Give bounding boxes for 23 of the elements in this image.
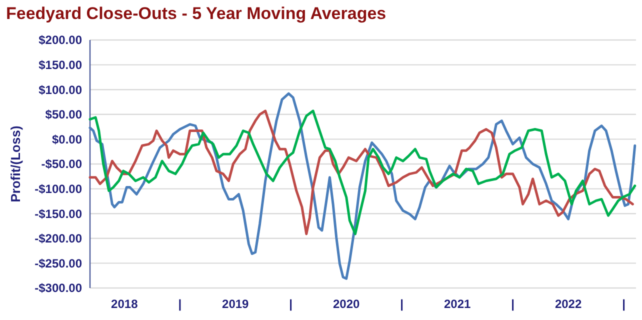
x-tick-label: 2022 xyxy=(554,297,582,311)
x-tick-label: | xyxy=(511,297,514,311)
x-tick-label: | xyxy=(400,297,404,311)
y-axis-title: Profit/(Loss) xyxy=(8,126,23,202)
x-tick-label: | xyxy=(289,297,293,311)
x-tick-label: | xyxy=(622,297,626,311)
y-tick-label: -$200.00 xyxy=(34,232,82,246)
x-tick-label: 2020 xyxy=(333,297,360,311)
y-tick-label: $200.00 xyxy=(38,33,82,48)
y-tick-label: -$50.00 xyxy=(41,157,82,172)
y-tick-label: -$300.00 xyxy=(34,281,82,296)
y-tick-label: -$250.00 xyxy=(34,256,82,270)
y-tick-label: $100.00 xyxy=(38,82,82,97)
y-tick-label: -$100.00 xyxy=(34,182,82,196)
y-tick-label: $150.00 xyxy=(38,58,82,72)
x-tick-label: 2021 xyxy=(444,297,471,311)
chart-title: Feedyard Close-Outs - 5 Year Moving Averages xyxy=(6,4,386,23)
y-tick-label: $50.00 xyxy=(45,108,82,122)
x-tick-label: 2019 xyxy=(222,297,250,311)
y-tick-label: $0.00 xyxy=(52,132,82,146)
x-tick-label: 2018 xyxy=(111,297,138,311)
x-tick-label: | xyxy=(178,297,182,311)
y-tick-label: -$150.00 xyxy=(34,206,82,221)
